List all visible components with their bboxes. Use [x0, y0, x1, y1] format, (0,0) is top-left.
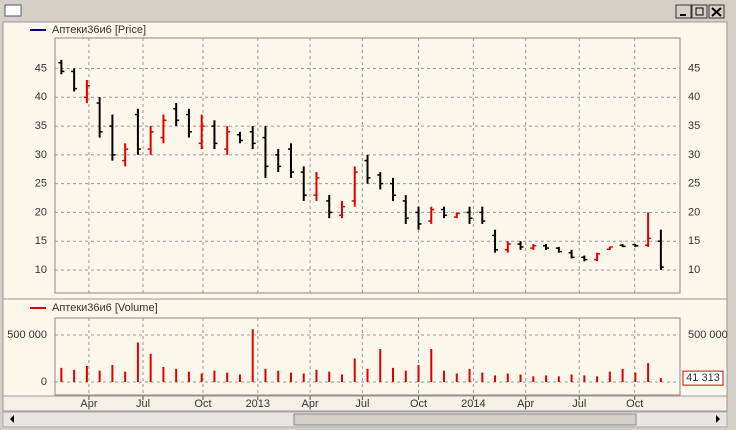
- y-tick-label-right: 40: [688, 91, 700, 103]
- maximize-button[interactable]: [691, 4, 708, 19]
- y-tick-label: 30: [35, 149, 47, 161]
- y-tick-label: 15: [35, 235, 47, 247]
- y-tick-label-right: 500 000: [688, 329, 728, 341]
- volume-bar: [149, 353, 152, 383]
- volume-bar: [583, 375, 586, 383]
- volume-bar: [430, 349, 433, 383]
- x-tick-label: Jul: [136, 398, 150, 410]
- volume-bar: [557, 376, 560, 383]
- y-tick-label-right: 15: [688, 235, 700, 247]
- title-bar: [0, 0, 736, 21]
- y-tick-label: 25: [35, 178, 47, 190]
- volume-bar: [494, 375, 497, 383]
- volume-bar: [60, 367, 63, 383]
- y-tick-label-right: 45: [688, 62, 700, 74]
- volume-bar: [315, 369, 318, 383]
- close-glyph: [711, 7, 722, 17]
- volume-bar: [392, 367, 395, 383]
- volume-bar: [187, 371, 190, 383]
- volume-bar: [621, 368, 624, 383]
- volume-bar: [353, 358, 356, 383]
- x-tick-label: Jul: [355, 398, 369, 410]
- volume-bar: [366, 368, 369, 383]
- window-buttons[interactable]: [675, 4, 725, 19]
- volume-bar: [162, 366, 165, 383]
- y-tick-label-right: 35: [688, 120, 700, 132]
- x-tick-label: Apr: [80, 398, 97, 410]
- volume-bar: [73, 369, 76, 383]
- x-tick-label: Jul: [572, 398, 586, 410]
- volume-bar: [455, 373, 458, 383]
- last-value-label: 41 313: [686, 372, 720, 384]
- x-tick-label: 2013: [246, 398, 270, 410]
- volume-bar: [136, 342, 139, 383]
- volume-bar: [85, 366, 88, 383]
- chart-area: [2, 21, 728, 397]
- volume-bar: [532, 376, 535, 383]
- x-tick-label: Oct: [410, 398, 427, 410]
- x-tick-label: Oct: [194, 398, 211, 410]
- volume-bar: [634, 372, 637, 383]
- last-value-box: [682, 370, 724, 386]
- y-tick-label: 40: [35, 91, 47, 103]
- volume-bar: [570, 374, 573, 383]
- y-tick-label-right: 20: [688, 206, 700, 218]
- volume-bar: [238, 374, 241, 383]
- volume-bar: [647, 363, 650, 383]
- maximize-glyph: [695, 7, 704, 16]
- volume-bar: [213, 370, 216, 383]
- scroll-thumb[interactable]: [293, 413, 637, 426]
- y-tick-label: 20: [35, 206, 47, 218]
- volume-bar: [289, 372, 292, 383]
- y-tick-label: 45: [35, 62, 47, 74]
- volume-bar: [111, 365, 114, 383]
- x-tick-label: 2014: [461, 398, 485, 410]
- volume-bar: [251, 329, 254, 383]
- y-tick-label-right: 10: [688, 264, 700, 276]
- y-tick-label: 0: [41, 376, 47, 388]
- legend-label: Аптеки36и6 [Price]: [52, 24, 146, 36]
- volume-panel: [54, 317, 681, 396]
- volume-bar: [264, 368, 267, 383]
- volume-bar: [277, 370, 280, 383]
- volume-bar: [596, 376, 599, 383]
- window-icon: [4, 4, 22, 17]
- volume-bar: [545, 375, 548, 383]
- volume-bar: [98, 370, 101, 383]
- volume-bar: [124, 371, 127, 383]
- volume-bar: [506, 373, 509, 383]
- x-tick-label: Apr: [517, 398, 534, 410]
- y-tick-label: 10: [35, 264, 47, 276]
- y-tick-label: 500 000: [7, 329, 47, 341]
- x-tick-label: Oct: [626, 398, 643, 410]
- volume-bar: [328, 371, 331, 383]
- minimize-button[interactable]: [675, 4, 692, 19]
- volume-bar: [659, 378, 662, 383]
- y-tick-label-right: 25: [688, 178, 700, 190]
- volume-bar: [468, 368, 471, 383]
- volume-bar: [519, 374, 522, 383]
- volume-bar: [340, 374, 343, 383]
- x-tick-label: Apr: [302, 398, 319, 410]
- volume-bar: [443, 370, 446, 383]
- volume-bar: [608, 371, 611, 383]
- volume-bar: [302, 373, 305, 383]
- volume-bar: [404, 370, 407, 383]
- volume-bar: [175, 368, 178, 383]
- y-tick-label-right: 30: [688, 149, 700, 161]
- time-axis: [2, 395, 728, 412]
- volume-bar: [417, 365, 420, 383]
- legend-label: Аптеки36и6 [Volume]: [52, 302, 158, 314]
- volume-bar: [481, 372, 484, 383]
- volume-bar: [226, 372, 229, 383]
- volume-bar: [379, 349, 382, 383]
- price-panel: [54, 37, 681, 294]
- volume-bar: [200, 373, 203, 383]
- y-tick-label: 35: [35, 120, 47, 132]
